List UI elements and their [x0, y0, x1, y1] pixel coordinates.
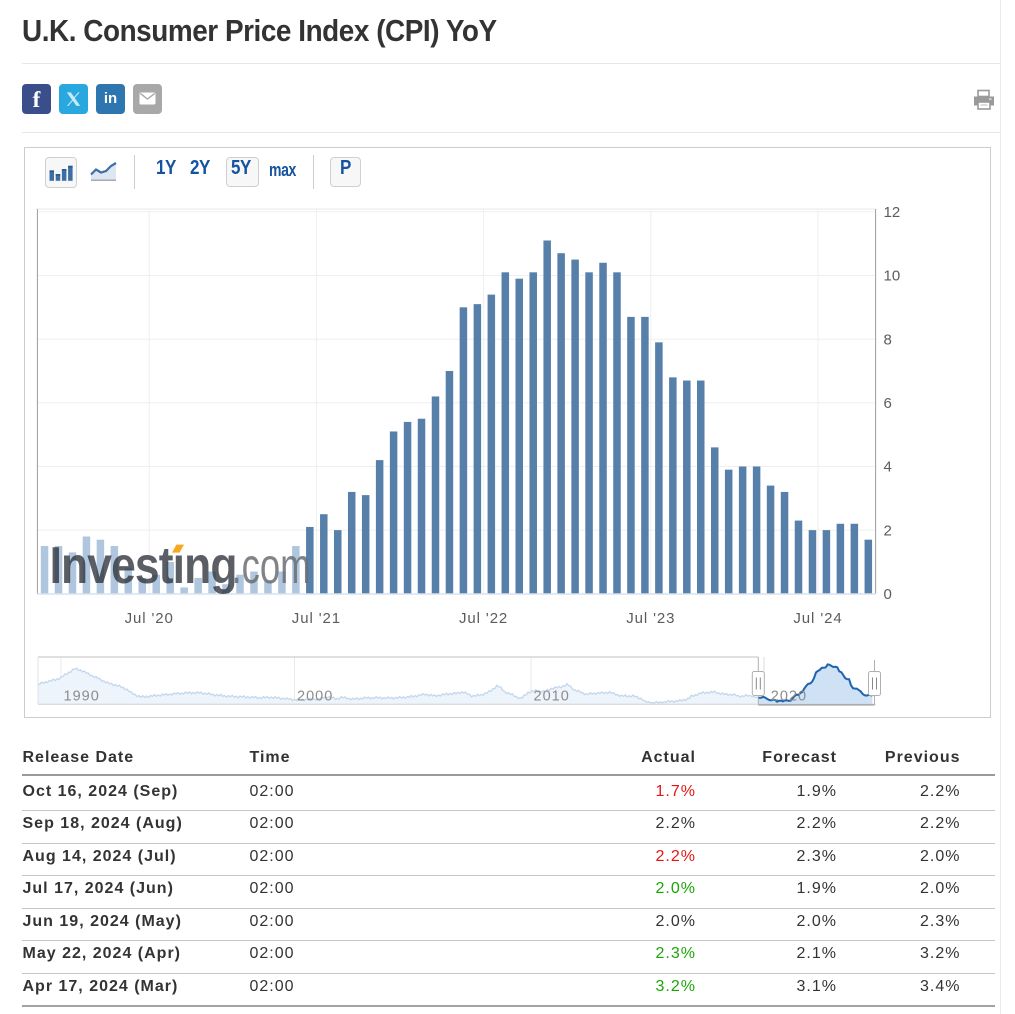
svg-text:2020: 2020	[771, 689, 807, 705]
svg-text:Jul '21: Jul '21	[292, 610, 341, 627]
svg-text:2: 2	[884, 522, 892, 539]
svg-text:Jul '20: Jul '20	[125, 610, 174, 627]
svg-text:2000: 2000	[297, 689, 333, 705]
svg-text:Investıng: Investıng	[50, 537, 237, 595]
svg-text:6: 6	[884, 395, 892, 412]
svg-text:.com: .com	[232, 538, 311, 594]
svg-text:2010: 2010	[534, 689, 570, 705]
svg-text:4: 4	[884, 459, 892, 476]
svg-text:12: 12	[884, 204, 901, 221]
svg-text:Jul '23: Jul '23	[626, 610, 675, 627]
svg-text:Jul '22: Jul '22	[459, 610, 508, 627]
svg-text:0: 0	[884, 586, 892, 603]
svg-text:1990: 1990	[64, 689, 100, 705]
svg-text:Jul '24: Jul '24	[793, 610, 842, 627]
svg-text:10: 10	[884, 268, 901, 285]
svg-text:8: 8	[884, 331, 892, 348]
